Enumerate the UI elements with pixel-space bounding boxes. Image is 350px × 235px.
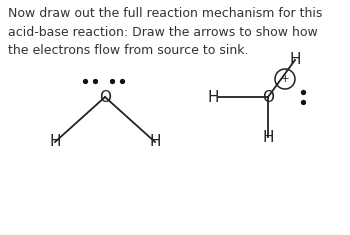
Text: Now draw out the full reaction mechanism for this
acid-base reaction: Draw the a: Now draw out the full reaction mechanism… [8,7,322,57]
Text: +: + [281,74,289,84]
Text: H: H [149,134,161,149]
Text: H: H [289,52,301,67]
Text: H: H [262,129,274,145]
Text: H: H [49,134,61,149]
Text: O: O [99,90,111,105]
Text: H: H [207,90,219,105]
Text: O: O [262,90,274,105]
